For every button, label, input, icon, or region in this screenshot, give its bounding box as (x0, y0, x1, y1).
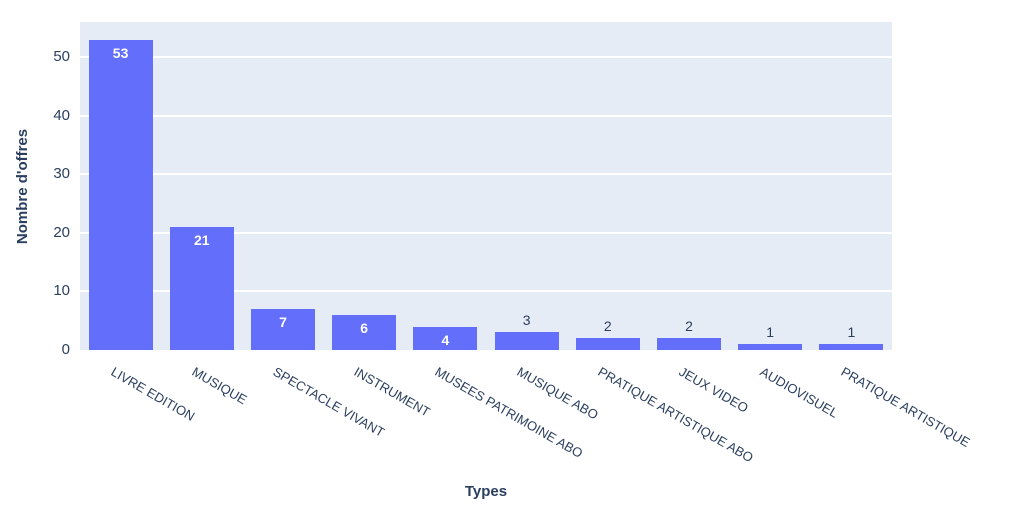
x-tick-label-pratique-artistique-abo: PRATIQUE ARTISTIQUE ABO (595, 364, 756, 466)
x-tick-label-jeux-video: JEUX VIDEO (676, 364, 751, 416)
x-tick-label-musees-patrimoine-abo: MUSEES PATRIMOINE ABO (432, 364, 586, 461)
bar-pratique-artistique-abo (575, 338, 640, 350)
bar-value-label-spectacle-vivant: 7 (279, 314, 287, 330)
gridline-y-30 (80, 173, 892, 176)
bar-value-label-musees-patrimoine-abo: 4 (441, 331, 450, 348)
bar-livre-edition: 53 (88, 39, 153, 350)
bar-value-label-pratique-artistique-abo: 2 (603, 318, 612, 335)
bar-audiovisuel (738, 344, 803, 350)
x-tick-label-livre-edition: LIVRE EDITION (108, 364, 197, 424)
bar-value-label-musique: 21 (194, 232, 210, 248)
bar-jeux-video (657, 338, 721, 350)
x-tick-label-instrument: INSTRUMENT (351, 364, 433, 420)
gridline-y-50 (80, 56, 892, 59)
x-tick-label-audiovisuel: AUDIOVISUEL (757, 364, 841, 421)
y-tick-label-50: 50 (53, 48, 70, 66)
bar-value-label-audiovisuel: 1 (766, 324, 775, 341)
x-tick-label-pratique-artistique: PRATIQUE ARTISTIQUE (838, 364, 973, 451)
gridline-y-20 (80, 231, 892, 234)
y-tick-label-20: 20 (53, 223, 70, 241)
x-tick-label-musique: MUSIQUE (189, 364, 250, 408)
gridline-y-40 (80, 114, 892, 117)
y-tick-label-10: 10 (53, 282, 70, 300)
y-axis-title-wrap: Nombre d'offres (0, 22, 46, 350)
bar-value-label-instrument: 6 (360, 319, 369, 336)
bar-value-label-livre-edition: 53 (112, 44, 129, 61)
plot-area: 53 21 7 6 4 3 2 2 1 1 (80, 22, 892, 350)
y-tick-label-30: 30 (53, 165, 70, 183)
bar-value-label-jeux-video: 2 (685, 318, 693, 335)
y-tick-label-40: 40 (53, 106, 70, 124)
bar-pratique-artistique (819, 344, 884, 350)
bar-value-label-musique-abo: 3 (522, 312, 531, 329)
bar-musique-abo (494, 332, 559, 350)
bar-musique: 21 (169, 227, 234, 350)
bar-musees-patrimoine-abo: 4 (413, 326, 478, 350)
bar-instrument: 6 (332, 314, 397, 350)
bar-value-label-pratique-artistique: 1 (847, 324, 856, 341)
y-tick-label-0: 0 (61, 341, 70, 358)
x-axis-title: Types (464, 483, 508, 500)
bar-spectacle-vivant: 7 (251, 309, 315, 350)
gridline-y-10 (80, 290, 892, 293)
